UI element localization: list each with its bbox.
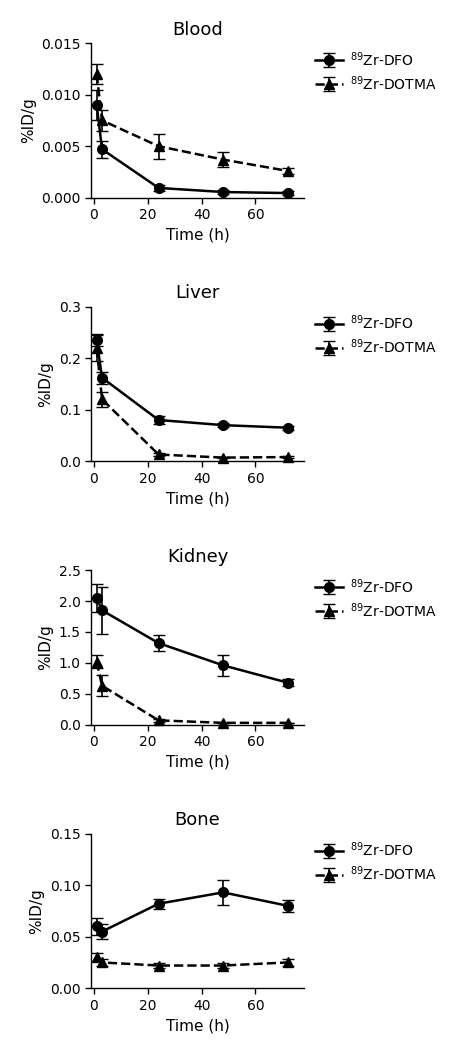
Legend: $^{89}$Zr-DFO, $^{89}$Zr-DOTMA: $^{89}$Zr-DFO, $^{89}$Zr-DOTMA — [314, 578, 435, 620]
Y-axis label: %ID/g: %ID/g — [29, 889, 45, 934]
Legend: $^{89}$Zr-DFO, $^{89}$Zr-DOTMA: $^{89}$Zr-DFO, $^{89}$Zr-DOTMA — [314, 841, 435, 883]
Legend: $^{89}$Zr-DFO, $^{89}$Zr-DOTMA: $^{89}$Zr-DFO, $^{89}$Zr-DOTMA — [314, 51, 435, 93]
Title: Bone: Bone — [174, 812, 220, 829]
Y-axis label: %ID/g: %ID/g — [38, 362, 53, 407]
X-axis label: Time (h): Time (h) — [165, 1018, 229, 1033]
Y-axis label: %ID/g: %ID/g — [38, 625, 53, 670]
Title: Kidney: Kidney — [167, 548, 228, 566]
X-axis label: Time (h): Time (h) — [165, 491, 229, 506]
Title: Liver: Liver — [175, 285, 219, 302]
Y-axis label: %ID/g: %ID/g — [21, 98, 36, 143]
X-axis label: Time (h): Time (h) — [165, 755, 229, 769]
Title: Blood: Blood — [172, 21, 223, 39]
X-axis label: Time (h): Time (h) — [165, 228, 229, 242]
Legend: $^{89}$Zr-DFO, $^{89}$Zr-DOTMA: $^{89}$Zr-DFO, $^{89}$Zr-DOTMA — [314, 314, 435, 356]
